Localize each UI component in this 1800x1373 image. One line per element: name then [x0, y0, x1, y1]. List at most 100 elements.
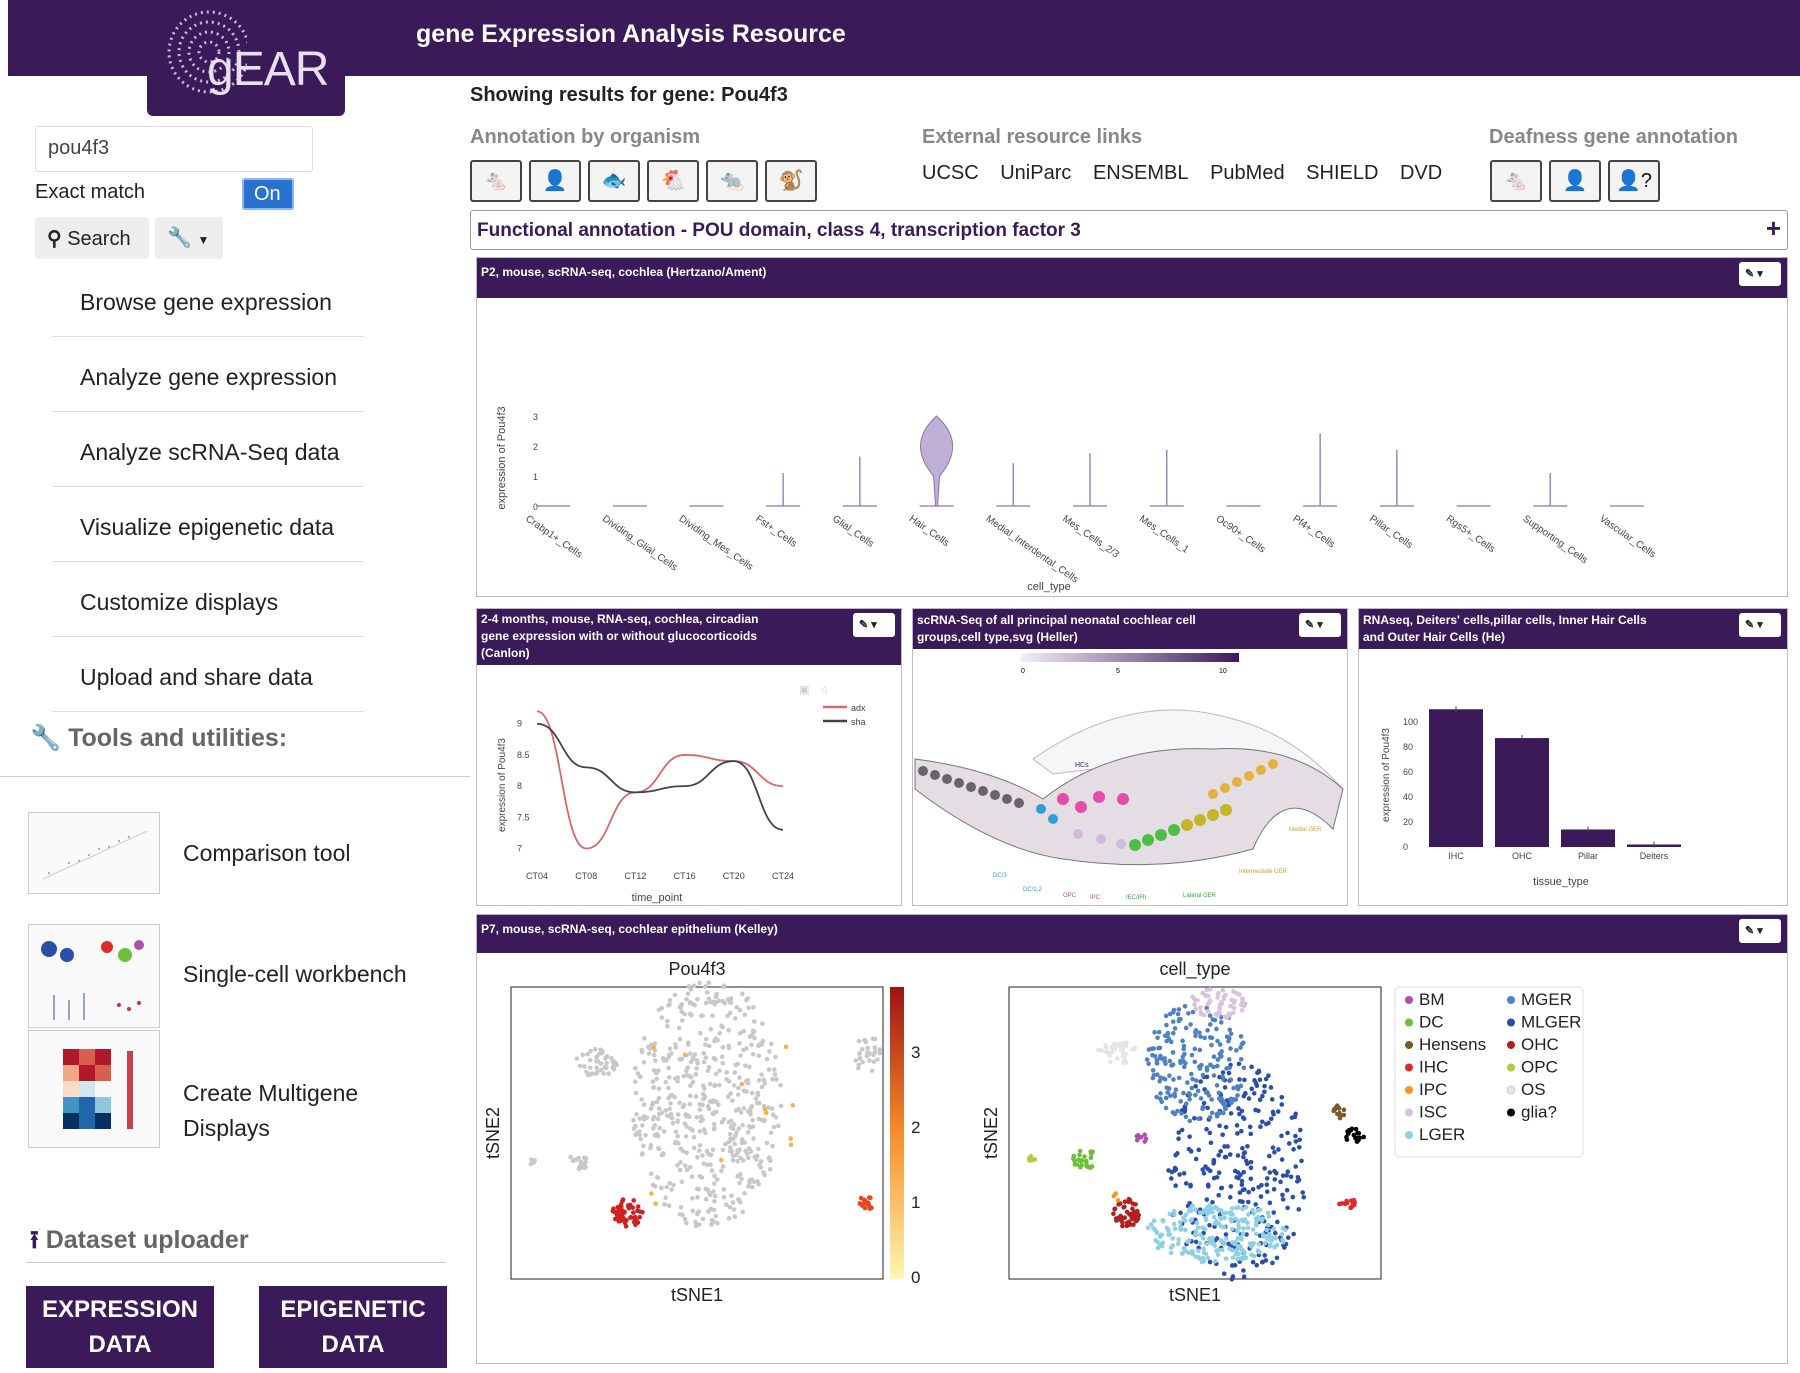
point [677, 1004, 683, 1010]
point [867, 1058, 872, 1063]
exact-match-toggle[interactable]: On [242, 178, 294, 210]
point [723, 1202, 729, 1208]
point [864, 1201, 870, 1206]
multigene-thumbnail[interactable] [28, 1030, 160, 1148]
point [768, 1041, 774, 1047]
point [1237, 992, 1242, 997]
link-ucsc[interactable]: UCSC [922, 162, 979, 184]
point [657, 1125, 662, 1131]
search-button[interactable]: ⚲ Search [35, 217, 149, 259]
options-dropdown-button[interactable]: 🔧 ▼ [155, 217, 223, 259]
point [688, 1059, 694, 1065]
point [1173, 1152, 1178, 1158]
logo[interactable]: gEAR [147, 0, 345, 116]
point [1181, 1171, 1187, 1176]
point [1156, 1029, 1162, 1035]
functional-annotation-bar[interactable]: Functional annotation - POU domain, clas… [470, 210, 1788, 250]
point [709, 1168, 715, 1173]
panel-line: 2-4 months, mouse, RNA-seq, cochlea, cir… [476, 608, 902, 906]
scale-label-5: 5 [1116, 668, 1120, 675]
expression-data-button[interactable]: EXPRESSION DATA [26, 1286, 214, 1368]
x-tick-label: Fst+_Cells [753, 513, 798, 549]
nav-browse-gene-expression[interactable]: Browse gene expression [52, 262, 364, 337]
point [687, 1101, 693, 1107]
point [1151, 1218, 1157, 1224]
point [1201, 1246, 1206, 1252]
point [755, 1153, 760, 1159]
edit-dropdown-button[interactable]: ✎ ▾ [1299, 613, 1341, 637]
point [1267, 1153, 1272, 1159]
point [1165, 1090, 1170, 1095]
legend-label-adx: adx [851, 703, 866, 713]
zebrafish-icon[interactable]: 🐟 [588, 160, 640, 202]
sidebar: pou4f3 Exact match On ⚲ Search 🔧 ▼ Brows… [0, 76, 470, 1373]
nav-upload-share[interactable]: Upload and share data [52, 637, 364, 712]
point [1228, 1046, 1233, 1051]
point [675, 1112, 681, 1117]
edit-dropdown-button[interactable]: ✎ ▾ [1739, 919, 1781, 943]
deafness-mouse-icon[interactable]: 🐁 [1490, 160, 1542, 202]
monkey-icon[interactable]: 🐒 [765, 160, 817, 202]
point [695, 1195, 700, 1200]
point [1231, 989, 1236, 994]
point [725, 1094, 731, 1100]
mouse-icon[interactable]: 🐁 [470, 160, 522, 202]
link-pubmed[interactable]: PubMed [1210, 162, 1285, 184]
human-icon[interactable]: 👤 [529, 160, 581, 202]
single-cell-thumbnail[interactable] [28, 924, 160, 1028]
link-shield[interactable]: SHIELD [1306, 162, 1379, 184]
supporting-cell [990, 790, 1000, 800]
nav-analyze-gene-expression[interactable]: Analyze gene expression [52, 337, 364, 412]
edit-dropdown-button[interactable]: ✎ ▾ [1739, 262, 1781, 286]
point [1223, 1154, 1229, 1160]
point [713, 1057, 718, 1062]
point [766, 1155, 772, 1160]
legend-label-OPC: OPC [1521, 1058, 1558, 1077]
edit-dropdown-button[interactable]: ✎ ▾ [1739, 613, 1781, 637]
chicken-icon[interactable]: 🐔 [647, 160, 699, 202]
expand-plus-icon[interactable]: + [1765, 213, 1781, 243]
point [650, 1079, 656, 1084]
point [744, 1151, 750, 1157]
comparison-tool-thumbnail[interactable] [28, 812, 160, 894]
point [1239, 1128, 1244, 1134]
deafness-human-question-icon[interactable]: 👤? [1608, 160, 1660, 202]
link-dvd[interactable]: DVD [1399, 162, 1443, 184]
point [606, 1071, 611, 1076]
link-uniparc[interactable]: UniParc [1000, 162, 1072, 184]
link-ensembl[interactable]: ENSEMBL [1092, 162, 1189, 184]
point [735, 1092, 741, 1097]
comparison-tool-link[interactable]: Comparison tool [183, 840, 351, 866]
point [697, 1129, 703, 1134]
rat-icon[interactable]: 🐀 [706, 160, 758, 202]
x-tick-label: CT24 [772, 871, 794, 881]
nav-visualize-epigenetic[interactable]: Visualize epigenetic data [52, 487, 364, 562]
x-axis-label: time_point [632, 892, 683, 904]
panel-title: P2, mouse, scRNA-seq, cochlea (Hertzano/… [481, 265, 767, 279]
home-icon: ⌂ [821, 684, 828, 696]
panel-title-line-2: gene expression with or without glucocor… [481, 629, 758, 643]
point [1262, 1166, 1267, 1171]
legend-label-glia?: glia? [1521, 1103, 1557, 1122]
point [1130, 1206, 1135, 1211]
point [604, 1060, 609, 1066]
legend-label-IPC: IPC [1419, 1080, 1447, 1099]
nav-customize-displays[interactable]: Customize displays [52, 562, 364, 637]
epigenetic-data-button[interactable]: EPIGENETIC DATA [259, 1286, 447, 1368]
gene-search-input[interactable]: pou4f3 [35, 126, 313, 172]
point [1170, 1243, 1176, 1248]
nav-analyze-scrna-seq[interactable]: Analyze scRNA-Seq data [52, 412, 364, 487]
legend-label-MLGER: MLGER [1521, 1013, 1581, 1032]
single-cell-workbench-link[interactable]: Single-cell workbench [183, 961, 407, 987]
deafness-human-icon[interactable]: 👤 [1549, 160, 1601, 202]
panel-header: RNAseq, Deiters' cells,pillar cells, Inn… [1359, 609, 1787, 649]
supporting-cell [930, 770, 940, 780]
point [1237, 1077, 1242, 1082]
point [1235, 1256, 1241, 1261]
point [1178, 1060, 1183, 1066]
edit-dropdown-button[interactable]: ✎ ▾ [853, 613, 895, 637]
point [1274, 1255, 1280, 1261]
create-multigene-link[interactable]: Create Multigene Displays [183, 1076, 358, 1146]
panel-title-line-3: (Canlon) [481, 646, 530, 660]
ger-cell [1142, 834, 1154, 846]
